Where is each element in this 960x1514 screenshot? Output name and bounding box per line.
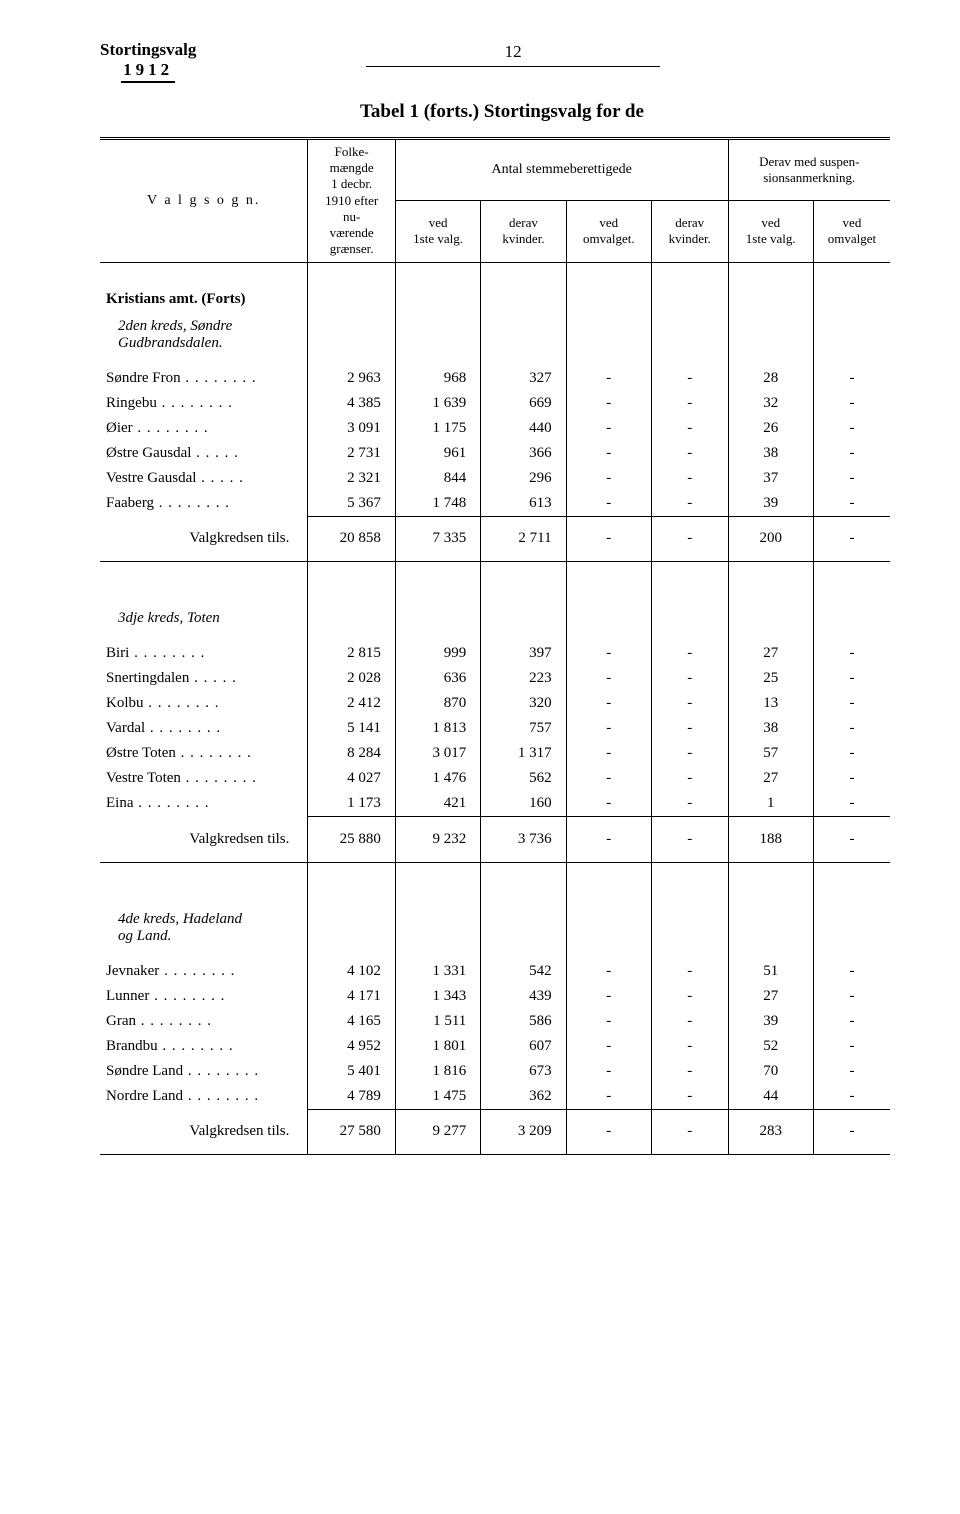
page-header: Stortingsvalg 1912 12 [100, 40, 890, 83]
row-label: Kolbu [100, 691, 308, 716]
table-row: 3dje kreds, Toten [100, 606, 890, 641]
doc-title-left: Stortingsvalg 1912 [100, 40, 196, 83]
col-c: ved omvalget. [566, 201, 651, 262]
table-row: Lunner4 1711 343439--27- [100, 984, 890, 1009]
table-row: Søndre Fron2 963968327--28- [100, 366, 890, 391]
col-d: derav kvinder. [651, 201, 728, 262]
table-row: Østre Gausdal2 731961366--38- [100, 441, 890, 466]
tils-label: Valgkredsen tils. [100, 1109, 308, 1155]
row-label: Nordre Land [100, 1084, 308, 1110]
row-label: Vestre Toten [100, 766, 308, 791]
table-row: Ringebu4 3851 639669--32- [100, 391, 890, 416]
row-label: Øier [100, 416, 308, 441]
row-label: Vestre Gausdal [100, 466, 308, 491]
col-folkemaengde: Folke- mængde 1 decbr. 1910 efter nu- væ… [308, 138, 396, 262]
tils-label: Valgkredsen tils. [100, 817, 308, 863]
table-row: Kolbu2 412870320--13- [100, 691, 890, 716]
table-row: Vestre Toten4 0271 476562--27- [100, 766, 890, 791]
section-heading: Kristians amt. (Forts) [100, 263, 308, 314]
col-a: ved 1ste valg. [395, 201, 480, 262]
row-label: Ringebu [100, 391, 308, 416]
table-row: Vestre Gausdal2 321844296--37- [100, 466, 890, 491]
row-label: Østre Toten [100, 741, 308, 766]
table-row: Øier3 0911 175440--26- [100, 416, 890, 441]
table-row: Faaberg5 3671 748613--39- [100, 491, 890, 517]
data-table: V a l g s o g n. Folke- mængde 1 decbr. … [100, 137, 890, 1155]
table-row: Nordre Land4 7891 475362--44- [100, 1084, 890, 1110]
row-label: Søndre Fron [100, 366, 308, 391]
page-number: 12 [366, 42, 660, 67]
row-label: Vardal [100, 716, 308, 741]
table-row: Østre Toten8 2843 0171 317--57- [100, 741, 890, 766]
col-valgsogn: V a l g s o g n. [100, 138, 308, 262]
table-row: 4de kreds, Hadeland og Land. [100, 907, 890, 959]
table-row: Søndre Land5 4011 816673--70- [100, 1059, 890, 1084]
section-subheading: 4de kreds, Hadeland og Land. [100, 907, 308, 959]
table-row: Valgkredsen tils.27 5809 2773 209--283- [100, 1109, 890, 1155]
col-b: derav kvinder. [481, 201, 566, 262]
col-e: ved 1ste valg. [728, 201, 813, 262]
row-label: Eina [100, 791, 308, 817]
row-label: Biri [100, 641, 308, 666]
table-row: Valgkredsen tils.25 8809 2323 736--188- [100, 817, 890, 863]
tils-label: Valgkredsen tils. [100, 516, 308, 562]
table-row [100, 863, 890, 907]
table-row: Gran4 1651 511586--39- [100, 1009, 890, 1034]
row-label: Søndre Land [100, 1059, 308, 1084]
doc-title: Stortingsvalg [100, 40, 196, 60]
table-row: Vardal5 1411 813757--38- [100, 716, 890, 741]
col-susp-header: Derav med suspen- sionsanmerkning. [728, 138, 890, 201]
row-label: Gran [100, 1009, 308, 1034]
table-row: Snertingdalen2 028636223--25- [100, 666, 890, 691]
table-row: 2den kreds, Søndre Gudbrandsdalen. [100, 314, 890, 366]
row-label: Faaberg [100, 491, 308, 517]
col-antal-header: Antal stemmeberettigede [395, 138, 728, 201]
section-subheading: 3dje kreds, Toten [100, 606, 308, 641]
table-row: Kristians amt. (Forts) [100, 263, 890, 314]
col-f: ved omvalget [813, 201, 890, 262]
section-subheading: 2den kreds, Søndre Gudbrandsdalen. [100, 314, 308, 366]
row-label: Østre Gausdal [100, 441, 308, 466]
row-label: Brandbu [100, 1034, 308, 1059]
table-row: Eina1 173421160--1- [100, 791, 890, 817]
row-label: Jevnaker [100, 959, 308, 984]
table-row: Brandbu4 9521 801607--52- [100, 1034, 890, 1059]
table-row [100, 562, 890, 606]
table-row: Jevnaker4 1021 331542--51- [100, 959, 890, 984]
row-label: Lunner [100, 984, 308, 1009]
table-row: Biri2 815999397--27- [100, 641, 890, 666]
row-label: Snertingdalen [100, 666, 308, 691]
table-title: Tabel 1 (forts.) Stortingsvalg for de [360, 101, 890, 123]
table-row: Valgkredsen tils.20 8587 3352 711--200- [100, 516, 890, 562]
doc-year: 1912 [121, 60, 175, 82]
